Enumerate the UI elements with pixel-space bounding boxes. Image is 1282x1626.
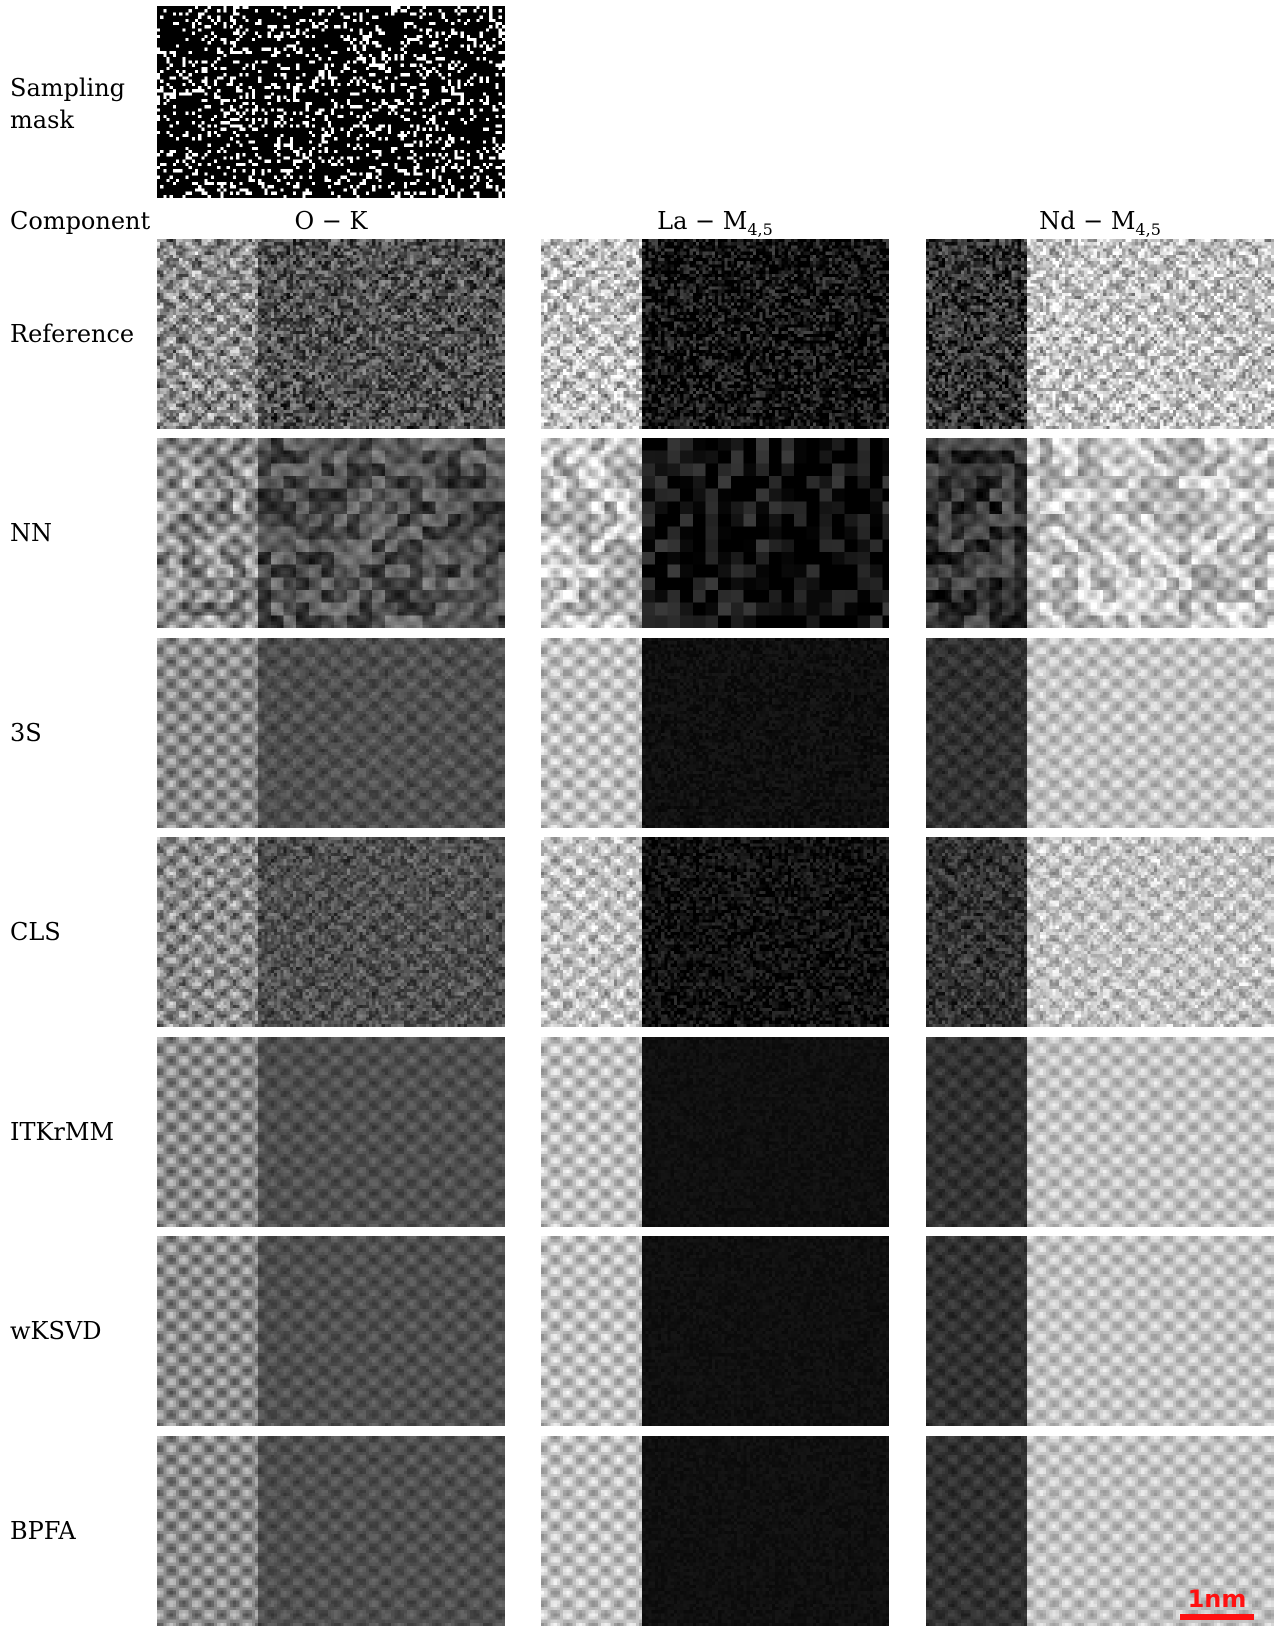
map-wksvd-col3 xyxy=(926,1236,1274,1426)
map-canvas xyxy=(541,438,889,628)
map-bpfa-col3 xyxy=(926,1436,1274,1626)
column-header-o-k: O − K xyxy=(157,205,505,246)
map-cls-col1 xyxy=(157,837,505,1027)
scale-bar: 1nm xyxy=(1180,1586,1254,1620)
column-header-nd-m45-text: Nd − M xyxy=(1039,207,1136,235)
map-wksvd-col1 xyxy=(157,1236,505,1426)
map-3s-col2 xyxy=(541,638,889,828)
map-nn-col3 xyxy=(926,438,1274,628)
row-label-cls: CLS xyxy=(10,918,61,946)
map-nn-col1 xyxy=(157,438,505,628)
component-label: Component xyxy=(10,207,151,235)
row-label-wksvd: wKSVD xyxy=(10,1317,102,1345)
row-label-3s: 3S xyxy=(10,719,42,747)
map-canvas xyxy=(157,1236,505,1426)
row-label-bpfa: BPFA xyxy=(10,1517,76,1545)
map-canvas xyxy=(157,1037,505,1227)
map-canvas xyxy=(541,1236,889,1426)
map-canvas xyxy=(926,239,1274,429)
map-canvas xyxy=(157,1436,505,1626)
map-cls-col3 xyxy=(926,837,1274,1027)
row-label-reference: Reference xyxy=(10,320,135,348)
sampling-mask-image xyxy=(157,6,505,198)
map-reference-col3 xyxy=(926,239,1274,429)
map-canvas xyxy=(541,1436,889,1626)
map-canvas xyxy=(926,1236,1274,1426)
sampling-mask-label-line1: Sampling xyxy=(10,74,126,102)
map-bpfa-col2 xyxy=(541,1436,889,1626)
map-canvas xyxy=(926,837,1274,1027)
map-canvas xyxy=(157,837,505,1027)
map-canvas xyxy=(926,1436,1274,1626)
column-header-nd-m45-sub: 4,5 xyxy=(1135,219,1161,239)
map-cls-col2 xyxy=(541,837,889,1027)
column-header-la-m45-sub: 4,5 xyxy=(747,219,773,239)
scale-bar-label: 1nm xyxy=(1187,1585,1247,1613)
map-canvas xyxy=(926,638,1274,828)
map-canvas xyxy=(926,1037,1274,1227)
row-label-nn: NN xyxy=(10,519,52,547)
map-3s-col1 xyxy=(157,638,505,828)
column-header-la-m45-text: La − M xyxy=(657,207,748,235)
map-canvas xyxy=(157,239,505,429)
map-wksvd-col2 xyxy=(541,1236,889,1426)
map-itkrmm-col2 xyxy=(541,1037,889,1227)
map-canvas xyxy=(541,239,889,429)
map-itkrmm-col1 xyxy=(157,1037,505,1227)
scale-bar-line xyxy=(1180,1614,1254,1620)
map-canvas xyxy=(157,638,505,828)
column-header-nd-m45: Nd − M4,5 xyxy=(926,205,1274,246)
map-3s-col3 xyxy=(926,638,1274,828)
map-nn-col2 xyxy=(541,438,889,628)
sampling-mask-label-line2: mask xyxy=(10,106,74,134)
map-canvas xyxy=(157,438,505,628)
map-canvas xyxy=(541,1037,889,1227)
map-canvas xyxy=(541,638,889,828)
row-label-itkrmm: ITKrMM xyxy=(10,1118,115,1146)
map-canvas xyxy=(541,837,889,1027)
map-reference-col2 xyxy=(541,239,889,429)
column-header-la-m45: La − M4,5 xyxy=(541,205,889,246)
map-itkrmm-col3 xyxy=(926,1037,1274,1227)
map-reference-col1 xyxy=(157,239,505,429)
column-header-o-k-text: O − K xyxy=(294,207,368,235)
map-canvas xyxy=(926,438,1274,628)
sampling-mask-label: Sampling mask xyxy=(10,72,125,136)
map-bpfa-col1 xyxy=(157,1436,505,1626)
